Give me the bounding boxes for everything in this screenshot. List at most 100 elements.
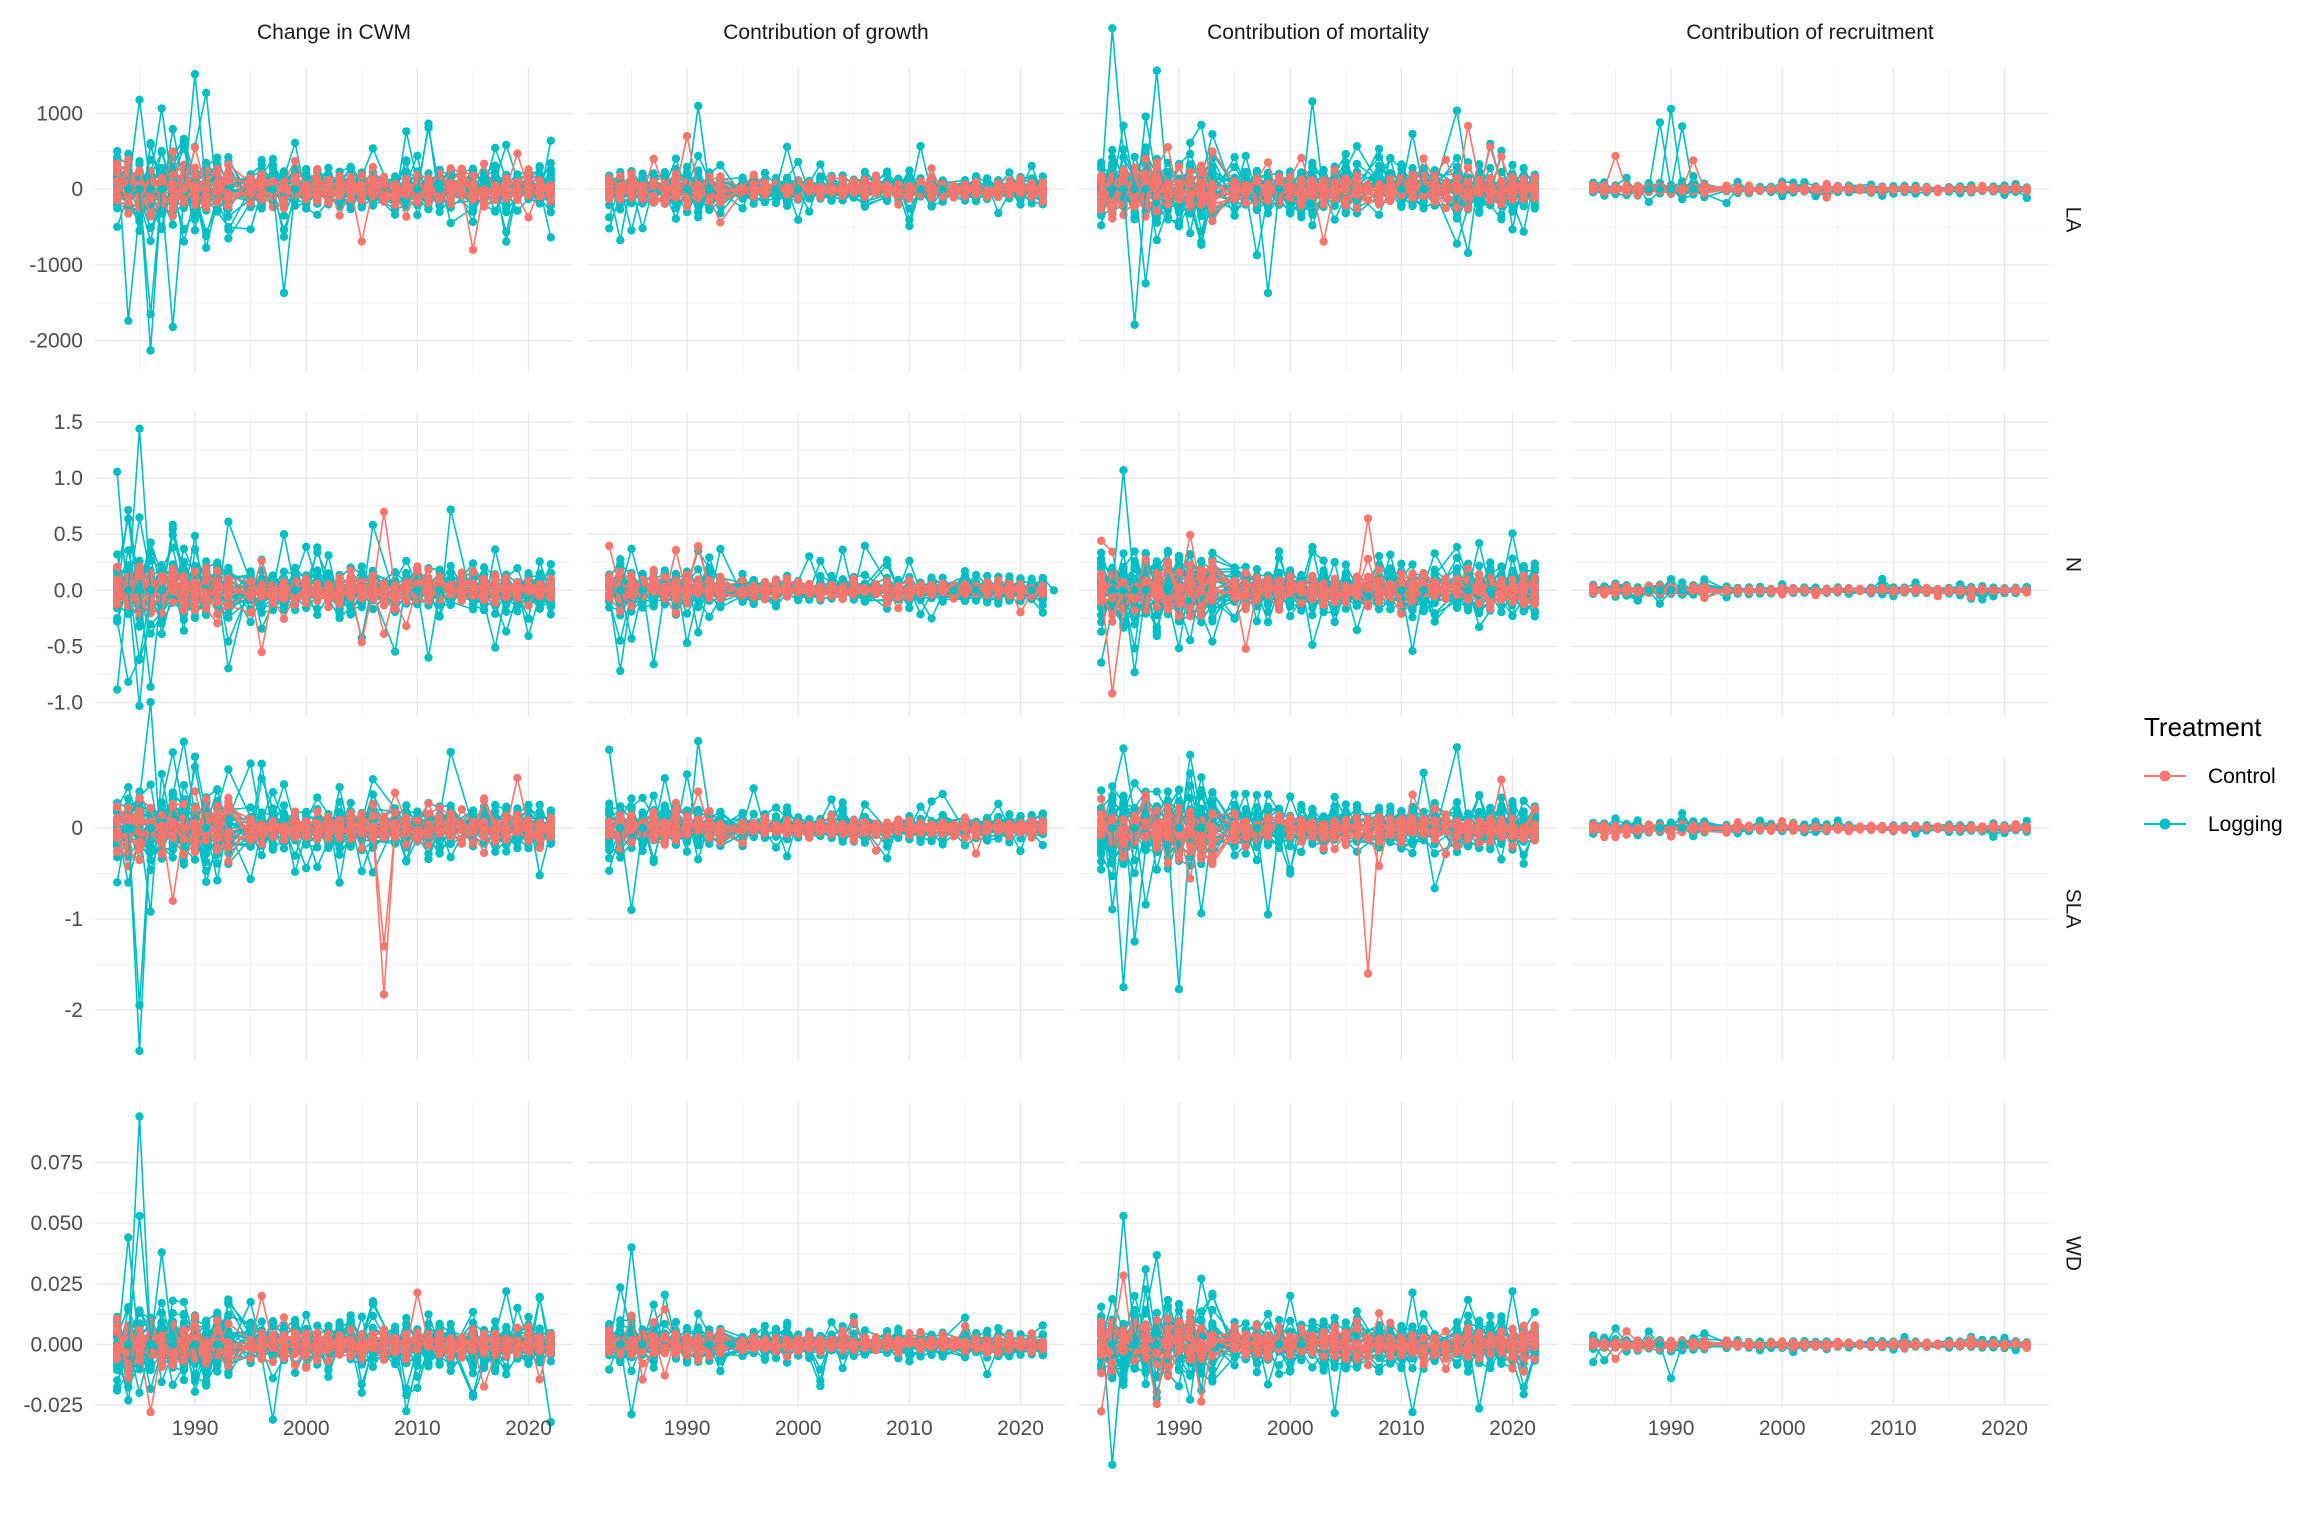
- extreme-point-logging: [191, 70, 199, 78]
- data-point-logging: [1186, 139, 1194, 147]
- data-point-control: [402, 212, 410, 220]
- data-point-logging: [1342, 150, 1350, 158]
- data-point-control: [1208, 206, 1216, 214]
- data-point-logging: [805, 207, 813, 215]
- data-point-control: [291, 172, 299, 180]
- data-point-control: [202, 166, 210, 174]
- data-point-control: [1453, 182, 1461, 190]
- data-point-logging: [1197, 241, 1205, 249]
- data-point-logging: [180, 136, 188, 144]
- data-point-control: [605, 192, 613, 200]
- data-point-control: [547, 197, 555, 205]
- data-point-control: [224, 202, 232, 210]
- data-point-logging: [605, 224, 613, 232]
- data-point-logging: [1475, 207, 1483, 215]
- data-point-control: [1197, 201, 1205, 209]
- data-point-control: [905, 186, 913, 194]
- data-point-control: [1242, 182, 1250, 190]
- data-point-logging: [1142, 279, 1150, 287]
- data-point-logging: [1375, 153, 1383, 161]
- data-point-logging: [1453, 154, 1461, 162]
- data-point-logging: [694, 152, 702, 160]
- data-point-logging: [1175, 222, 1183, 230]
- facet-column-label-contribution-of-recruitment: Contribution of recruitment: [1686, 21, 1934, 44]
- data-point-control: [424, 187, 432, 195]
- data-point-logging: [502, 141, 510, 149]
- data-point-control: [927, 173, 935, 181]
- data-point-logging: [1097, 221, 1105, 229]
- data-point-control: [783, 189, 791, 197]
- data-point-logging: [738, 204, 746, 212]
- extreme-point-logging: [1130, 185, 1138, 193]
- data-point-control: [1531, 187, 1539, 195]
- data-point-control: [1142, 202, 1150, 210]
- data-point-control: [113, 168, 121, 176]
- data-point-control: [1186, 192, 1194, 200]
- data-point-logging: [761, 198, 769, 206]
- data-point-control: [491, 181, 499, 189]
- data-point-control: [547, 183, 555, 191]
- data-point-control: [627, 176, 635, 184]
- data-point-logging: [827, 197, 835, 205]
- data-point-control: [816, 192, 824, 200]
- data-point-logging: [1453, 240, 1461, 248]
- data-point-control: [335, 181, 343, 189]
- data-point-control: [839, 175, 847, 183]
- extreme-point-control: [683, 132, 691, 140]
- data-point-control: [1119, 172, 1127, 180]
- data-point-control: [424, 174, 432, 182]
- data-point-control: [1175, 195, 1183, 203]
- data-point-logging: [1375, 145, 1383, 153]
- data-point-logging: [502, 208, 510, 216]
- data-point-logging: [983, 174, 991, 182]
- data-point-control: [1342, 201, 1350, 209]
- data-point-control: [1039, 183, 1047, 191]
- data-point-logging: [716, 161, 724, 169]
- data-point-logging: [113, 223, 121, 231]
- data-point-logging: [761, 169, 769, 177]
- data-point-control: [894, 200, 902, 208]
- data-point-logging: [1130, 153, 1138, 161]
- data-point-control: [927, 164, 935, 172]
- data-point-logging: [536, 162, 544, 170]
- data-point-logging: [224, 234, 232, 242]
- data-point-control: [1508, 195, 1516, 203]
- extreme-point-logging: [1142, 185, 1150, 193]
- data-point-control: [1342, 186, 1350, 194]
- data-point-control: [661, 199, 669, 207]
- extreme-point-control: [347, 185, 355, 193]
- data-point-logging: [402, 127, 410, 135]
- data-point-logging: [447, 219, 455, 227]
- data-point-control: [683, 203, 691, 211]
- extreme-point-control: [1497, 152, 1505, 160]
- extreme-point-logging: [1253, 185, 1261, 193]
- data-point-logging: [224, 212, 232, 220]
- data-point-control: [638, 183, 646, 191]
- panel-la-change-in-cwm: [95, 68, 573, 371]
- data-point-control: [213, 188, 221, 196]
- data-point-control: [1520, 175, 1528, 183]
- data-point-logging: [547, 233, 555, 241]
- data-point-logging: [491, 144, 499, 152]
- extreme-point-logging: [135, 96, 143, 104]
- data-point-logging: [280, 233, 288, 241]
- extreme-point-control: [358, 237, 366, 245]
- data-point-control: [169, 171, 177, 179]
- data-point-logging: [269, 164, 277, 172]
- data-point-control: [1342, 174, 1350, 182]
- extreme-point-control: [1486, 185, 1494, 193]
- data-point-control: [358, 171, 366, 179]
- data-point-control: [1230, 189, 1238, 197]
- data-point-control: [872, 185, 880, 193]
- data-point-logging: [1230, 153, 1238, 161]
- data-point-logging: [146, 224, 154, 232]
- data-point-logging: [369, 144, 377, 152]
- data-point-logging: [1508, 225, 1516, 233]
- data-point-control: [380, 195, 388, 203]
- data-point-control: [1408, 175, 1416, 183]
- data-point-control: [135, 204, 143, 212]
- extreme-point-logging: [927, 202, 935, 210]
- data-point-control: [402, 180, 410, 188]
- data-point-control: [894, 185, 902, 193]
- data-point-control: [469, 180, 477, 188]
